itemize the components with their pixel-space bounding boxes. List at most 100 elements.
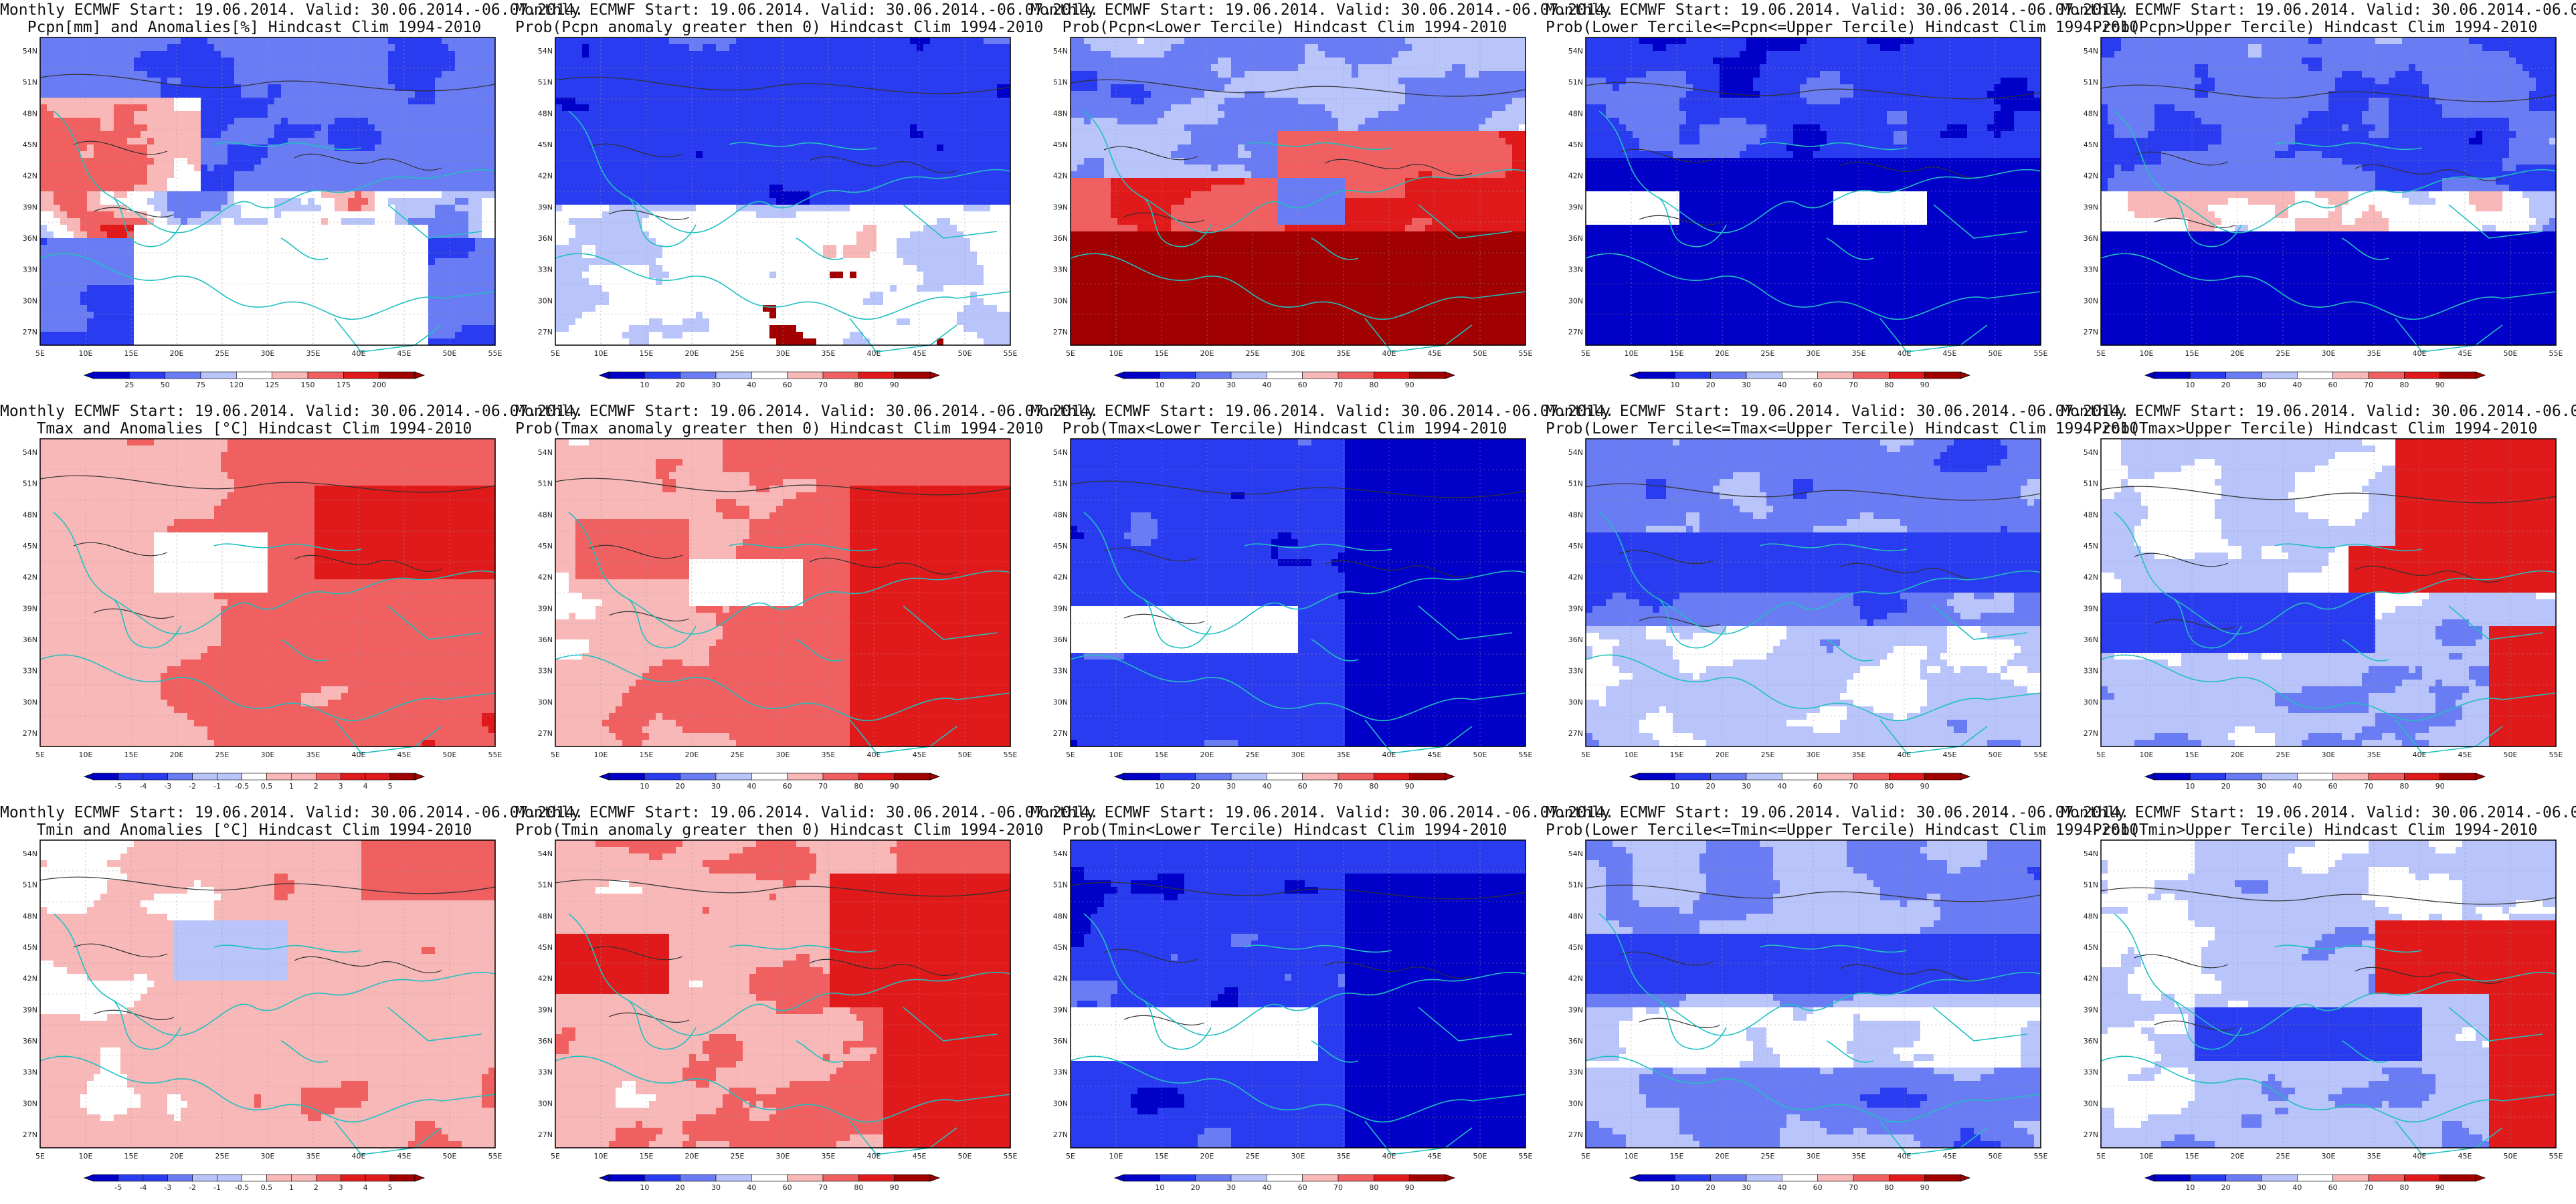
colorbar-arrow-right xyxy=(2475,773,2486,781)
colorbar-label: 30 xyxy=(2257,782,2266,791)
lat-tick-label: 48N xyxy=(23,912,37,920)
lat-tick-label: 36N xyxy=(23,234,37,243)
lat-tick-label: 51N xyxy=(23,78,37,87)
field-layer xyxy=(1586,439,2041,747)
colorbar-label: 30 xyxy=(1742,381,1751,389)
colorbar-label: 70 xyxy=(2364,1183,2373,1192)
colorbar-swatch xyxy=(291,1174,316,1182)
lon-tick-label: 45E xyxy=(397,750,411,759)
lon-tick-label: 40E xyxy=(1898,750,1912,759)
field-layer xyxy=(2101,439,2557,747)
colorbar-swatch xyxy=(1302,773,1339,781)
colorbar-label: 20 xyxy=(1191,782,1200,791)
colorbar-label: 10 xyxy=(640,782,649,791)
colorbar-swatch xyxy=(118,1174,144,1182)
lon-tick-label: 30E xyxy=(1291,349,1305,358)
panel-title: Monthly ECMWF Start: 19.06.2014. Valid: … xyxy=(515,1,1099,19)
colorbar-label: 40 xyxy=(1777,782,1786,791)
lon-tick-label: 25E xyxy=(731,1152,745,1161)
lat-tick-label: 51N xyxy=(1568,881,1583,890)
map-frame xyxy=(39,839,496,1148)
lon-tick-label: 40E xyxy=(352,1152,366,1161)
lat-tick-label: 42N xyxy=(1568,172,1583,181)
forecast-map: 54N 51N 48N 45N 42N 39N 36N 33N 30N 27N 5E 10E 15E 20… xyxy=(538,37,1018,358)
colorbar-label: 30 xyxy=(1742,1183,1751,1192)
lon-tick-label: 15E xyxy=(640,349,654,358)
lat-tick-label: 36N xyxy=(1568,234,1583,243)
colorbar-arrow-left xyxy=(83,1174,94,1182)
lon-tick-label: 10E xyxy=(79,349,93,358)
lat-tick-label: 27N xyxy=(1568,729,1583,738)
colorbar-label: 90 xyxy=(890,381,899,389)
colorbar-label: 80 xyxy=(1884,381,1894,389)
lat-tick-label: 30N xyxy=(1053,296,1068,305)
colorbar-label: 90 xyxy=(2435,1183,2445,1192)
colorbar-label: -3 xyxy=(164,1183,171,1192)
lon-tick-label: 30E xyxy=(1807,1152,1821,1161)
lat-tick-label: 42N xyxy=(1053,975,1068,983)
colorbar-swatch xyxy=(266,773,292,781)
colorbar-label: 30 xyxy=(1226,381,1236,389)
colorbar-label: -4 xyxy=(139,1183,147,1192)
colorbar-label: 60 xyxy=(1298,782,1307,791)
colorbar-label: 20 xyxy=(2221,381,2231,389)
panel-title: Monthly ECMWF Start: 19.06.2014. Valid: … xyxy=(1030,403,1614,421)
colorbar-swatch xyxy=(291,773,316,781)
lat-tick-label: 45N xyxy=(538,943,553,952)
lon-tick-label: 55E xyxy=(488,349,502,358)
lat-tick-label: 42N xyxy=(23,975,37,983)
lon-tick-label: 40E xyxy=(867,750,881,759)
lon-tick-label: 5E xyxy=(1066,1152,1075,1161)
panel-title: Monthly ECMWF Start: 19.06.2014. Valid: … xyxy=(1030,804,1614,822)
lon-tick-label: 45E xyxy=(913,1152,927,1161)
lat-tick-label: 48N xyxy=(23,510,37,519)
lon-tick-label: 20E xyxy=(1200,1152,1214,1161)
lat-tick-label: 27N xyxy=(23,1130,37,1139)
lat-tick-label: 33N xyxy=(1053,1068,1068,1077)
lat-tick-label: 51N xyxy=(1053,78,1068,87)
colorbar-swatch xyxy=(217,773,242,781)
lat-tick-label: 45N xyxy=(2084,140,2098,149)
lon-tick-label: 50E xyxy=(958,750,972,759)
colorbar-label: -2 xyxy=(189,1183,196,1192)
colorbar-label: 20 xyxy=(1706,782,1716,791)
lon-tick-label: 25E xyxy=(215,349,229,358)
lon-tick-label: 30E xyxy=(261,1152,275,1161)
map-panel-pcpn-prob-lower: Monthly ECMWF Start: 19.06.2014. Valid: … xyxy=(1030,0,1614,395)
panel-title: Monthly ECMWF Start: 19.06.2014. Valid: … xyxy=(1546,804,2129,822)
map-panel-tmax-anomaly: Monthly ECMWF Start: 19.06.2014. Valid: … xyxy=(0,401,583,796)
colorbar-label: 70 xyxy=(1849,1183,1858,1192)
colorbar-swatch xyxy=(1746,371,1782,379)
colorbar-label: 10 xyxy=(2185,782,2195,791)
colorbar: 10 20 30 40 60 70 80 90 xyxy=(2144,1174,2486,1192)
lon-tick-label: 15E xyxy=(2185,750,2199,759)
lon-tick-label: 25E xyxy=(1761,1152,1775,1161)
colorbar-label: 2 xyxy=(314,782,318,791)
colorbar-swatch xyxy=(143,773,169,781)
lon-tick-label: 5E xyxy=(2096,750,2106,759)
colorbar-swatch xyxy=(2190,1174,2226,1182)
colorbar-arrow-right xyxy=(1445,1174,1456,1182)
colorbar-label: 10 xyxy=(1670,1183,1679,1192)
colorbar-swatch xyxy=(787,773,824,781)
colorbar-swatch xyxy=(858,371,895,379)
panel-title: Monthly ECMWF Start: 19.06.2014. Valid: … xyxy=(515,403,1099,421)
colorbar-swatch xyxy=(1374,773,1410,781)
colorbar-label: 40 xyxy=(2292,381,2302,389)
map-frame xyxy=(555,839,1011,1148)
colorbar-swatch xyxy=(1924,773,1961,781)
lat-tick-label: 39N xyxy=(23,203,37,211)
field-layer xyxy=(2101,840,2557,1148)
panel-title: Monthly ECMWF Start: 19.06.2014. Valid: … xyxy=(515,804,1099,822)
field-layer xyxy=(1071,840,1526,1148)
colorbar-swatch xyxy=(1675,1174,1711,1182)
lon-tick-label: 40E xyxy=(867,349,881,358)
lon-tick-label: 55E xyxy=(1519,1152,1533,1161)
lat-tick-label: 54N xyxy=(2084,849,2098,858)
lon-tick-label: 25E xyxy=(1246,1152,1260,1161)
lat-tick-label: 39N xyxy=(538,1005,553,1014)
colorbar-label: 80 xyxy=(2399,1183,2409,1192)
colorbar-label: 40 xyxy=(1262,381,1271,389)
forecast-map: 54N 51N 48N 45N 42N 39N 36N 33N 30N 27N 5E 10E 15E 20… xyxy=(1568,438,2048,759)
lon-tick-label: 10E xyxy=(594,750,608,759)
